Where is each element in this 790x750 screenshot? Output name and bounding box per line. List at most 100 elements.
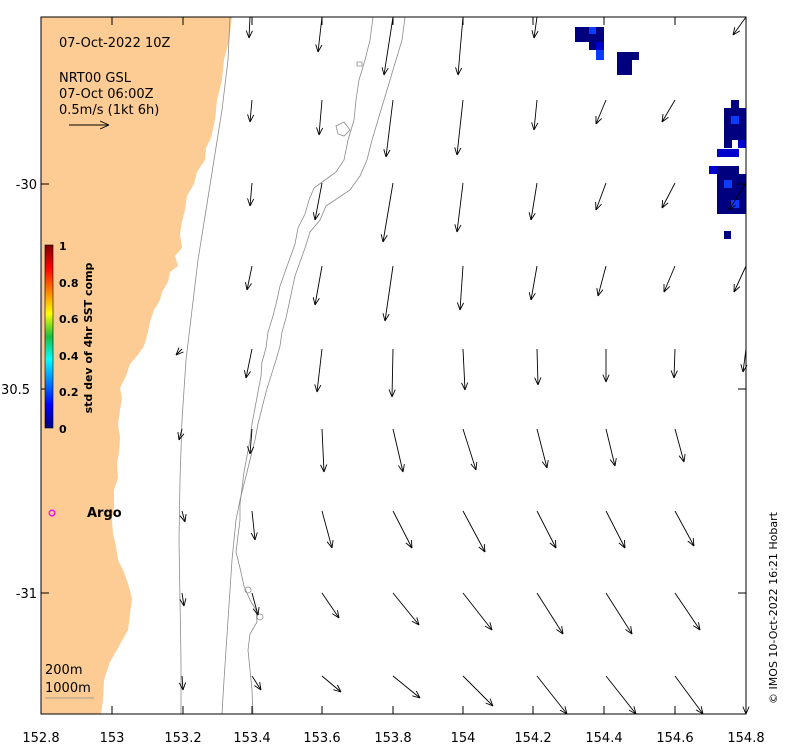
current-arrow xyxy=(315,16,323,53)
argo-float-marker xyxy=(48,509,56,517)
current-arrow xyxy=(528,182,538,221)
axis-ticks xyxy=(40,17,747,714)
current-arrow xyxy=(462,675,494,707)
current-arrow xyxy=(605,675,637,715)
contour-1000m-line xyxy=(221,16,406,715)
contour-label-200m: 200m xyxy=(45,663,82,678)
x-tick-label: 153 xyxy=(100,731,125,746)
current-arrow xyxy=(312,182,323,221)
x-axis-labels: 152.8 153 153.2 153.4 153.6 153.8 154 15… xyxy=(22,731,764,746)
current-arrow xyxy=(245,265,253,291)
x-tick-label: 154.2 xyxy=(514,731,551,746)
current-arrow xyxy=(602,349,610,383)
colorbar-tick: 0.4 xyxy=(59,350,79,363)
current-arrow xyxy=(244,348,253,379)
current-arrow xyxy=(605,592,633,635)
current-arrow xyxy=(531,16,539,39)
current-arrow xyxy=(177,428,185,441)
current-arrow xyxy=(392,428,405,473)
colorbar-tick: 0 xyxy=(59,423,67,436)
current-arrow xyxy=(392,675,421,699)
current-arrow xyxy=(179,510,187,523)
y-axis-labels: -30 30.5 -31 xyxy=(1,178,37,602)
colorbar-tick-labels: 1 0.8 0.6 0.4 0.2 0 xyxy=(59,240,79,436)
current-arrow xyxy=(462,592,493,631)
current-arrow xyxy=(251,592,260,616)
x-tick-label: 152.8 xyxy=(22,731,59,746)
current-arrow xyxy=(175,347,184,356)
current-arrow xyxy=(531,99,539,131)
colorbar-title: std dev of 4hr SST comp xyxy=(82,262,95,413)
current-arrow xyxy=(605,428,617,467)
current-arrow xyxy=(247,182,255,207)
current-arrow xyxy=(661,99,676,123)
scale-arrow xyxy=(69,120,110,130)
current-arrow xyxy=(605,510,626,549)
sst-stddev-patches xyxy=(575,27,746,239)
credit-label: © IMOS 10-Oct-2022 16:21 Hobart xyxy=(767,511,780,704)
source-line-2: 07-Oct 06:00Z xyxy=(59,87,154,102)
contour-feature xyxy=(244,586,252,594)
x-tick-label: 154.8 xyxy=(727,731,764,746)
current-arrow xyxy=(536,510,557,549)
x-tick-label: 154.4 xyxy=(585,731,622,746)
contour-feature xyxy=(335,121,351,137)
current-arrow xyxy=(392,592,420,626)
x-tick-label: 153.8 xyxy=(374,731,411,746)
current-arrow xyxy=(461,348,469,391)
current-arrow xyxy=(536,675,568,715)
current-arrow xyxy=(251,675,262,691)
current-arrow xyxy=(314,348,323,393)
current-arrow xyxy=(247,99,255,123)
contour-feature xyxy=(356,61,363,67)
current-arrow xyxy=(247,428,255,455)
current-arrow xyxy=(661,182,676,209)
colorbar-tick: 0.2 xyxy=(59,386,79,399)
current-arrow xyxy=(595,99,607,125)
source-line-1: NRT00 GSL xyxy=(59,71,132,86)
current-arrow xyxy=(455,16,464,76)
current-arrow xyxy=(179,592,187,607)
current-arrow xyxy=(674,592,701,631)
current-arrow xyxy=(245,16,253,39)
y-tick-label: -30 xyxy=(16,178,37,193)
current-arrow xyxy=(383,99,394,158)
contour-200m-line xyxy=(235,16,374,715)
contour-label-1000m: 1000m xyxy=(45,681,91,696)
current-arrow xyxy=(321,510,334,549)
current-arrow xyxy=(178,675,187,691)
current-arrow xyxy=(462,510,486,553)
y-tick-label: -31 xyxy=(16,587,37,602)
current-arrow xyxy=(380,182,394,243)
contour-1000m-line-west xyxy=(178,16,231,714)
current-arrow xyxy=(382,265,394,322)
current-vectors xyxy=(175,16,750,715)
timestamp-label: 07-Oct-2022 10Z xyxy=(59,36,171,51)
colorbar-tick: 0.6 xyxy=(59,313,79,326)
colorbar-tick: 0.8 xyxy=(59,277,79,290)
current-arrow xyxy=(595,182,607,211)
current-arrow xyxy=(732,16,747,36)
current-arrow xyxy=(454,99,464,156)
current-arrow xyxy=(456,265,465,311)
current-arrow xyxy=(728,182,747,211)
current-arrow xyxy=(536,592,564,635)
current-arrow xyxy=(670,348,678,379)
x-tick-label: 154 xyxy=(451,731,476,746)
contour-feature xyxy=(256,613,264,621)
y-tick-label: 30.5 xyxy=(1,383,30,398)
current-arrow xyxy=(663,265,676,293)
current-arrow xyxy=(462,428,478,471)
current-arrow xyxy=(321,675,342,693)
argo-label: Argo xyxy=(87,506,122,521)
colorbar xyxy=(44,244,54,429)
current-arrow xyxy=(312,265,323,306)
current-arrow xyxy=(528,265,538,301)
current-arrow xyxy=(596,265,607,297)
land-mass xyxy=(41,17,232,714)
current-arrow xyxy=(250,510,258,541)
current-arrow xyxy=(536,428,549,469)
colorbar-tick: 1 xyxy=(59,240,67,253)
current-arrow xyxy=(321,592,340,619)
